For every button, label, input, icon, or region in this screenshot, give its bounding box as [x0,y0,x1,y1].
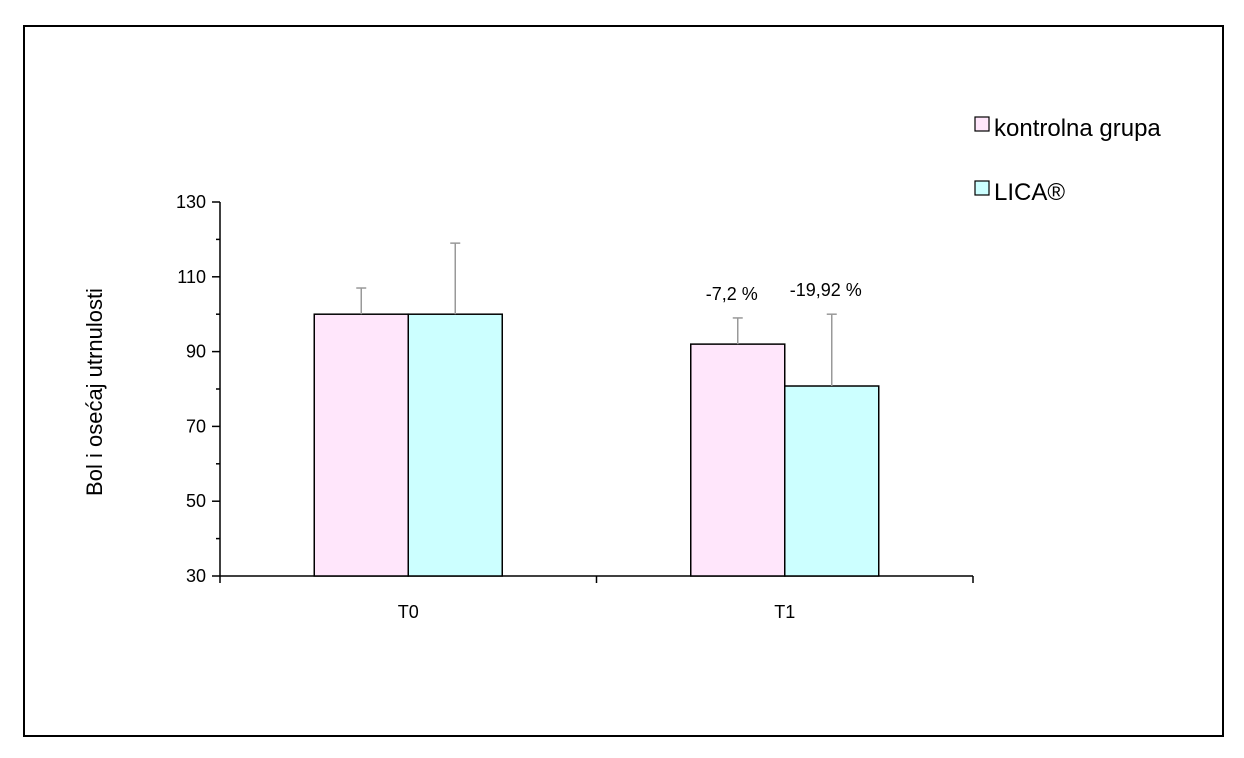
x-tick-label: T1 [774,602,795,622]
y-tick-label: 110 [177,267,206,287]
error-bars [356,242,837,387]
bar [407,313,503,577]
legend-label: kontrolna grupa [994,115,1161,142]
legend-swatch [974,180,990,196]
legend-swatch [974,116,990,132]
y-tick-label: 70 [186,416,206,436]
bar [784,385,880,577]
bars [313,313,880,577]
y-axis: 30 50 70 90 110 130 [176,192,221,586]
y-axis-label: Bol i osećaj utrnulosti [82,288,107,496]
legend: kontrolna grupa LICA® [974,115,1161,206]
bar [313,313,409,577]
y-tick-label: 30 [186,566,206,586]
x-axis: T0 T1 [219,575,974,622]
data-annotation: -19,92 % [790,280,862,300]
y-tick-label: 130 [176,192,206,212]
data-annotation: -7,2 % [706,284,758,304]
x-tick-label: T0 [398,602,419,622]
annotations: -7,2 % -19,92 % [706,280,862,304]
bar [690,343,786,577]
legend-label: LICA® [994,179,1065,206]
y-tick-label: 50 [186,491,206,511]
y-tick-label: 90 [186,342,206,362]
chart-frame [23,25,1224,737]
